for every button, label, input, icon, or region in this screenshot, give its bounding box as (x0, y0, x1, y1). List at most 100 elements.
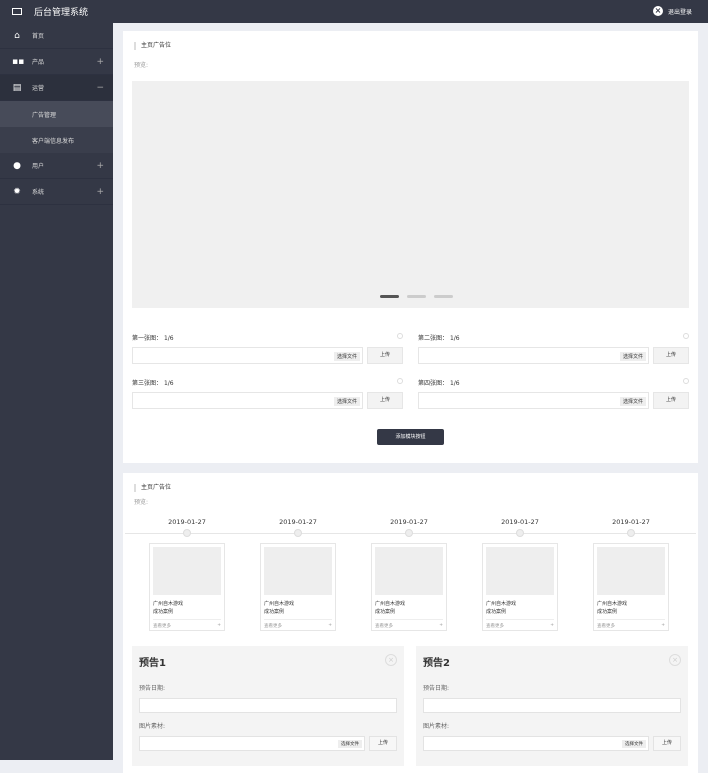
image-field: 第四张图： 1/6 选择文件 上传 (418, 378, 689, 423)
image-field: 第一张图： 1/6 选择文件 上传 (132, 333, 403, 378)
sidebar-item-label: 首页 (32, 33, 45, 40)
close-icon[interactable]: × (669, 654, 681, 666)
file-input[interactable]: 选择文件 (418, 347, 649, 364)
remove-icon[interactable] (683, 378, 689, 384)
field-label: 第三张图： (132, 380, 163, 387)
section-title: 主页广告位 (134, 484, 698, 492)
view-more-link[interactable]: 查看更多 (153, 624, 171, 629)
timeline-node: 2019-01-27 广州自木游戏 成功案例 查看更多 + (149, 518, 225, 631)
card-image (264, 547, 332, 595)
sidebar-item-label: 运营 (32, 85, 45, 92)
timeline-dot[interactable] (294, 529, 302, 537)
date-input[interactable] (139, 698, 397, 713)
view-more-link[interactable]: 查看更多 (486, 624, 504, 629)
ad-panel-1: 主页广告位 预览: 第一张图： 1/6 选择文件 上传 第二张图： 1/6 选择文件 上传… (123, 31, 698, 463)
sidebar: ⌂ 首页 ▪▪ 产品 + ▤ 运营 − 广告管理 客户端信息发布 ● 用户 + ✹ 系统 + (0, 23, 113, 760)
upload-button[interactable]: 上传 (367, 392, 403, 409)
timeline-dot[interactable] (183, 529, 191, 537)
image-count: 1/6 (449, 380, 460, 387)
plus-icon[interactable]: + (550, 623, 554, 628)
close-icon[interactable]: × (385, 654, 397, 666)
file-input[interactable]: 选择文件 (132, 392, 363, 409)
timeline-date: 2019-01-27 (279, 518, 317, 526)
sidebar-item-operations[interactable]: ▤ 运营 − (0, 75, 113, 101)
file-input[interactable]: 选择文件 (132, 347, 363, 364)
image-field: 第二张图： 1/6 选择文件 上传 (418, 333, 689, 378)
sidebar-item-system[interactable]: ✹ 系统 + (0, 179, 113, 205)
card-title: 广州自木游戏 (375, 601, 406, 607)
timeline-node: 2019-01-27 广州自木游戏 成功案例 查看更多 + (260, 518, 336, 631)
sidebar-subitem-ad-management[interactable]: 广告管理 (0, 101, 113, 127)
sidebar-item-home[interactable]: ⌂ 首页 (0, 23, 113, 49)
carousel-dot[interactable] (407, 295, 426, 298)
carousel-preview (132, 81, 689, 308)
timeline-dot[interactable] (516, 529, 524, 537)
choose-file-button[interactable]: 选择文件 (619, 352, 646, 361)
date-label: 预告日期: (423, 685, 450, 692)
upload-button[interactable]: 上传 (653, 392, 689, 409)
card-title: 广州自木游戏 (486, 601, 517, 607)
upload-button[interactable]: 上传 (653, 736, 681, 751)
preview-form: 预告2 × 预告日期: 图片素材: 选择文件 上传 (416, 646, 688, 766)
plus-icon[interactable]: + (661, 623, 665, 628)
timeline-card: 广州自木游戏 成功案例 查看更多 + (149, 543, 225, 631)
plus-icon[interactable]: + (439, 623, 443, 628)
choose-file-button[interactable]: 选择文件 (338, 740, 362, 748)
carousel-dot[interactable] (434, 295, 453, 298)
carousel-dot[interactable] (380, 295, 399, 298)
timeline-date: 2019-01-27 (390, 518, 428, 526)
file-input[interactable]: 选择文件 (418, 392, 649, 409)
card-subtitle: 成功案例 (597, 609, 618, 615)
field-label: 第一张图： (132, 335, 163, 342)
preview-label: 预览: (134, 62, 149, 69)
preview-form: 预告1 × 预告日期: 图片素材: 选择文件 上传 (132, 646, 404, 766)
user-icon: ● (13, 160, 21, 171)
remove-icon[interactable] (397, 333, 403, 339)
close-circle-icon: × (652, 6, 663, 16)
choose-file-button[interactable]: 选择文件 (622, 740, 646, 748)
file-input[interactable]: 选择文件 (139, 736, 365, 751)
choose-file-button[interactable]: 选择文件 (333, 352, 360, 361)
ad-panel-2: 主页广告位 预览: 2019-01-27 广州自木游戏 成功案例 查看更多 +2019-… (123, 473, 698, 773)
field-label: 第四张图： (418, 380, 449, 387)
timeline-dot[interactable] (405, 529, 413, 537)
timeline-dot[interactable] (627, 529, 635, 537)
sidebar-item-label: 用户 (32, 163, 45, 170)
sidebar-subitem-client-info[interactable]: 客户端信息发布 (0, 127, 113, 153)
card-subtitle: 成功案例 (486, 609, 507, 615)
sidebar-item-product[interactable]: ▪▪ 产品 + (0, 49, 113, 75)
card-image (486, 547, 554, 595)
upload-button[interactable]: 上传 (369, 736, 397, 751)
file-input[interactable]: 选择文件 (423, 736, 649, 751)
image-field: 第三张图： 1/6 选择文件 上传 (132, 378, 403, 423)
upload-button[interactable]: 上传 (367, 347, 403, 364)
timeline-date: 2019-01-27 (501, 518, 539, 526)
monitor-icon (12, 8, 22, 15)
form-title: 预告2 (423, 658, 450, 669)
card-subtitle: 成功案例 (153, 609, 174, 615)
date-input[interactable] (423, 698, 681, 713)
section-title: 主页广告位 (134, 42, 698, 50)
add-module-button[interactable]: 添加模块按钮 (377, 429, 444, 445)
plus-icon[interactable]: + (328, 623, 332, 628)
view-more-link[interactable]: 查看更多 (264, 624, 282, 629)
remove-icon[interactable] (683, 333, 689, 339)
choose-file-button[interactable]: 选择文件 (333, 397, 360, 406)
card-title: 广州自木游戏 (264, 601, 295, 607)
view-more-link[interactable]: 查看更多 (375, 624, 393, 629)
sidebar-item-users[interactable]: ● 用户 + (0, 153, 113, 179)
collapse-icon: − (96, 82, 104, 93)
gear-icon: ✹ (13, 186, 21, 197)
plus-icon[interactable]: + (217, 623, 221, 628)
logout-label: 退出登录 (667, 8, 692, 16)
timeline-node: 2019-01-27 广州自木游戏 成功案例 查看更多 + (371, 518, 447, 631)
logout-button[interactable]: × 退出登录 (652, 6, 692, 16)
view-more-link[interactable]: 查看更多 (597, 624, 615, 629)
remove-icon[interactable] (397, 378, 403, 384)
expand-icon: + (96, 160, 104, 171)
image-count: 1/6 (449, 335, 460, 342)
field-label: 第二张图： (418, 335, 449, 342)
expand-icon: + (96, 56, 104, 67)
choose-file-button[interactable]: 选择文件 (619, 397, 646, 406)
upload-button[interactable]: 上传 (653, 347, 689, 364)
